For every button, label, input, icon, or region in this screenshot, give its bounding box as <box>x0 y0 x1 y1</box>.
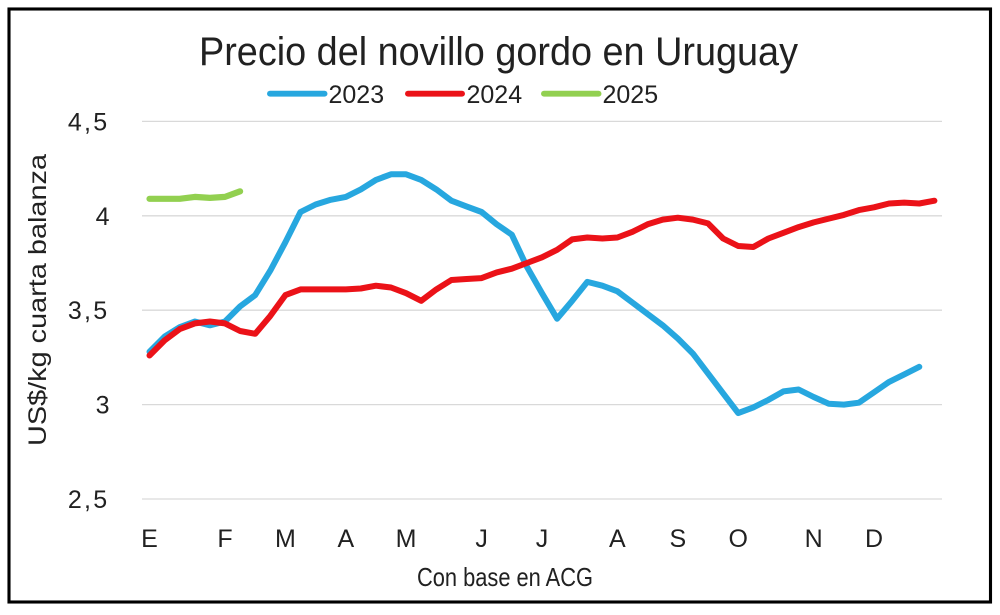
svg-text:US$/kg cuarta balanza: US$/kg cuarta balanza <box>24 154 52 446</box>
svg-text:M: M <box>275 525 296 553</box>
svg-text:4: 4 <box>96 203 110 231</box>
svg-text:O: O <box>728 525 747 553</box>
svg-text:Con base en ACG: Con base en ACG <box>417 562 593 592</box>
svg-text:E: E <box>141 525 158 553</box>
svg-text:J: J <box>475 525 488 553</box>
svg-text:4,5: 4,5 <box>68 108 110 136</box>
svg-text:A: A <box>609 525 626 553</box>
svg-text:3,5: 3,5 <box>68 297 110 325</box>
svg-text:3: 3 <box>96 392 110 420</box>
svg-text:2025: 2025 <box>603 81 659 109</box>
svg-text:M: M <box>396 525 417 553</box>
svg-text:D: D <box>865 525 883 553</box>
svg-text:N: N <box>805 525 823 553</box>
svg-text:2023: 2023 <box>329 81 385 109</box>
svg-text:J: J <box>536 525 549 553</box>
svg-text:Precio del novillo gordo en Ur: Precio del novillo gordo en Uruguay <box>199 30 798 74</box>
svg-text:2024: 2024 <box>467 81 523 109</box>
svg-text:S: S <box>669 525 686 553</box>
svg-text:A: A <box>337 525 354 553</box>
svg-text:F: F <box>217 525 232 553</box>
svg-text:2,5: 2,5 <box>68 486 110 514</box>
